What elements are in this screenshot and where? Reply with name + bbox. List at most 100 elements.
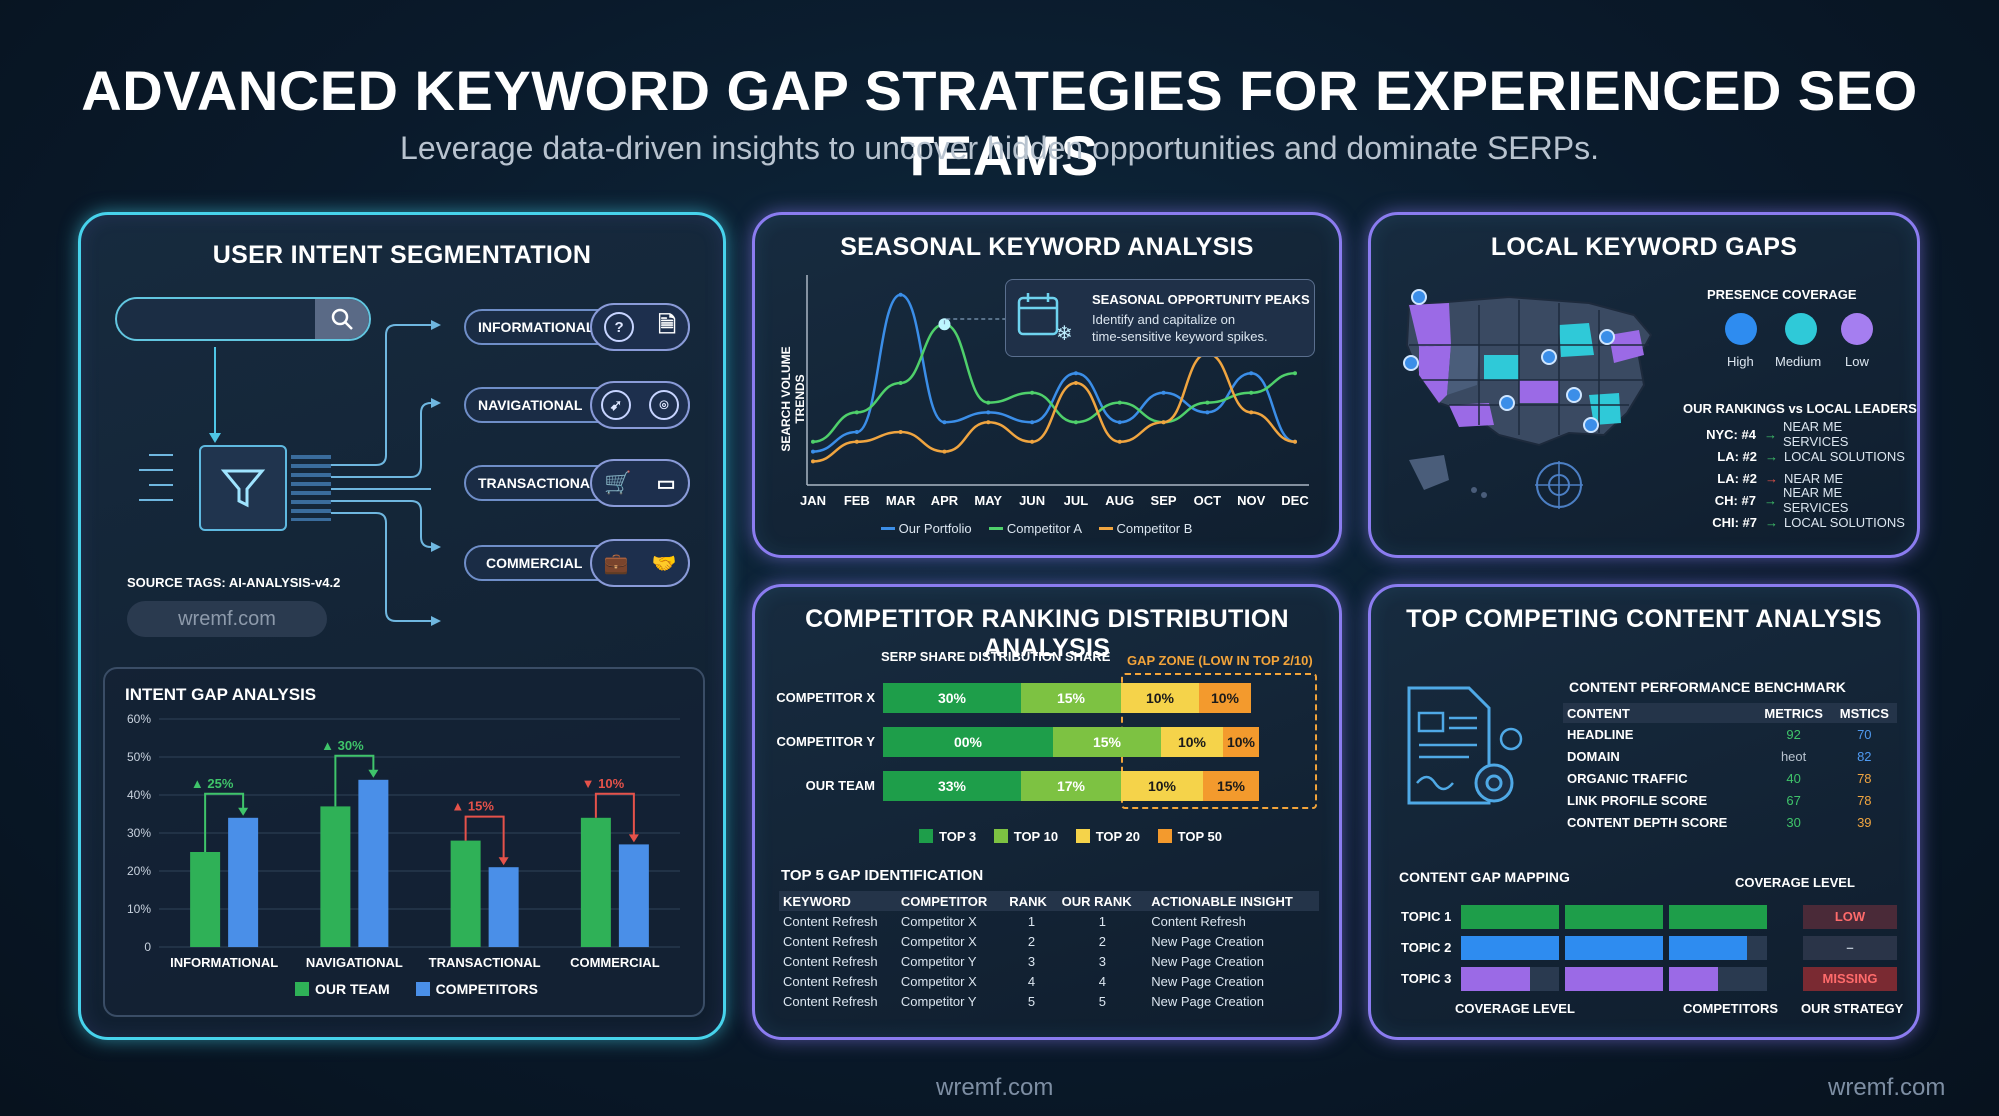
arrow-right-icon: → <box>1763 492 1777 508</box>
search-button[interactable] <box>315 299 369 339</box>
bench-cell: heot <box>1780 748 1807 764</box>
series-point <box>1073 371 1078 376</box>
table-cell: 4 <box>1027 973 1036 989</box>
stack-row-bar: 30% 15% 10% 10% <box>883 683 1251 713</box>
intent-commercial[interactable]: COMMERCIAL 💼 🤝 <box>464 539 690 587</box>
seasonal-callout: ❄ SEASONAL OPPORTUNITY PEAKS Identify an… <box>1005 279 1315 357</box>
intent-navigational[interactable]: NAVIGATIONAL ➹ ⌾ <box>464 381 690 429</box>
y-tick-label: 0 <box>144 940 151 954</box>
intent-panel: USER INTENT SEGMENTATION IN <box>78 212 726 1040</box>
x-category-label: TRANSACTIONAL <box>429 955 541 970</box>
table-cell: 5 <box>1098 993 1107 1009</box>
arrow-right-icon: → <box>1765 448 1778 464</box>
table-cell: 1 <box>1098 913 1107 929</box>
bench-row: LINK PROFILE SCORE 67 78 <box>1563 789 1897 811</box>
competitor-title: COMPETITOR RANKING DISTRIBUTION ANALYSIS <box>805 605 1289 662</box>
strategy-badge: – <box>1803 936 1897 960</box>
series-point <box>942 449 947 454</box>
y-tick-label: 60% <box>127 712 151 726</box>
svg-text:❄: ❄ <box>1056 323 1073 344</box>
intent-informational[interactable]: INFORMATIONAL ? 🗎 <box>464 303 690 351</box>
gap-chart-title: INTENT GAP ANALYSIS <box>125 685 317 704</box>
x-category-label: NAVIGATIONAL <box>306 955 403 970</box>
legend-line-a <box>989 527 1004 530</box>
map-pin-icon: ⌾ <box>649 390 679 420</box>
bar-our-team <box>320 806 351 947</box>
document-gear-icon <box>1407 686 1523 805</box>
bench-cell: 30 <box>1786 814 1801 830</box>
coverage-bar-fill <box>1461 936 1559 960</box>
bench-cell: 40 <box>1786 770 1801 786</box>
table-header-cell: KEYWORD <box>779 891 897 911</box>
credit-card-icon: ▭ <box>656 472 676 495</box>
table-row: Content Refresh Competitor X 2 2 New Page Cr… <box>779 931 1319 951</box>
arrow-right-icon: → <box>1763 426 1777 442</box>
intent-transactional[interactable]: TRANSACTIONAL 🛒 ▭ <box>464 459 690 507</box>
coverage-bar-track <box>1565 967 1663 991</box>
coverage-high-label: High <box>1727 354 1754 369</box>
share-title: SERP SHARE DISTRIBUTION SHARE <box>881 649 1111 664</box>
table-cell: 5 <box>1027 993 1036 1009</box>
table-cell: Competitor Y <box>900 953 977 969</box>
table-header-cell: ACTIONABLE INSIGHT <box>1147 891 1319 911</box>
search-bar[interactable] <box>115 297 371 341</box>
coverage-bar-fill <box>1461 967 1530 991</box>
bench-table: CONTENT METRICS MSTICS HEADLINE 92 70 DOMAIN he… <box>1563 703 1897 833</box>
gap-table: KEYWORD COMPETITOR RANK OUR RANK ACTIONABLE … <box>779 891 1319 1011</box>
intent-gap-card: INTENT GAP ANALYSIS 60% 50% 40% 30% 20% 10% 0 ▲… <box>103 667 705 1017</box>
gap-connector <box>464 815 505 864</box>
table-row: Content Refresh Competitor X 1 1 Content Ref… <box>779 911 1319 931</box>
arrow-right-icon: → <box>1765 470 1778 486</box>
cart-icon: 🛒 <box>604 470 632 495</box>
seasonal-panel: SEASONAL KEYWORD ANALYSIS SEARCH VOLUME … <box>752 212 1342 558</box>
ranking-term: LOCAL SOLUTIONS <box>1784 448 1905 464</box>
bar-our-team <box>580 817 611 947</box>
topic-label: TOPIC 1 <box>1401 909 1452 924</box>
bench-cell: 78 <box>1857 792 1872 808</box>
y-tick-label: 20% <box>127 864 151 878</box>
question-icon: ? <box>604 312 635 342</box>
series-point <box>898 430 903 434</box>
table-cell: New Page Creation <box>1151 933 1264 949</box>
bench-cell: 82 <box>1857 748 1872 764</box>
coverage-low-dot <box>1841 313 1873 345</box>
series-point <box>811 459 815 464</box>
mapping-footer-3: OUR STRATEGY <box>1801 1001 1904 1016</box>
calendar-snow-icon: ❄ <box>1017 293 1073 344</box>
series-point <box>986 410 991 415</box>
bench-cell: LINK PROFILE SCORE <box>1567 792 1708 808</box>
series-point <box>986 420 991 425</box>
coverage-medium-label: Medium <box>1775 354 1822 369</box>
gap-zone-label: GAP ZONE (LOW IN TOP 2/10) <box>1127 653 1313 668</box>
x-month-label: FEB <box>844 493 870 508</box>
coverage-level-title: COVERAGE LEVEL <box>1735 875 1855 890</box>
intent-title: USER INTENT SEGMENTATION <box>212 241 592 269</box>
mapping-footer-1: COVERAGE LEVEL <box>1455 1001 1575 1016</box>
intent-flow-lines <box>139 320 441 626</box>
bench-row: ORGANIC TRAFFIC 40 78 <box>1563 767 1897 789</box>
x-month-label: DEC <box>1281 493 1309 508</box>
gap-legend: OUR TEAM COMPETITORS <box>295 981 538 997</box>
gap-connector <box>594 792 635 841</box>
ranking-row: NYC: #4 → NEAR ME SERVICES <box>1699 419 1909 449</box>
series-point <box>854 439 859 444</box>
series-point <box>1205 410 1210 415</box>
mapping-title: CONTENT GAP MAPPING <box>1399 869 1570 885</box>
series-point <box>854 410 859 415</box>
rankings-list: NYC: #4 → NEAR ME SERVICES LA: #2 → LOCAL SOL… <box>1699 419 1909 533</box>
funnel-filter[interactable] <box>199 445 287 531</box>
ranking-row: CH: #7 → NEAR ME SERVICES <box>1699 485 1909 515</box>
coverage-title: PRESENCE COVERAGE <box>1707 287 1857 302</box>
page-subtitle: Leverage data-driven insights to uncover… <box>400 130 1599 166</box>
seasonal-legend: Our Portfolio Competitor A Competitor B <box>881 521 1192 536</box>
stack-segment: 10% <box>1121 683 1199 713</box>
series-point <box>1117 439 1122 444</box>
ranking-row: CHI: #7 → LOCAL SOLUTIONS <box>1699 511 1909 533</box>
x-month-label: MAY <box>974 493 1002 508</box>
bench-title: CONTENT PERFORMANCE BENCHMARK <box>1569 679 1846 695</box>
domain-field[interactable]: wremf.com <box>127 601 327 637</box>
ranking-city: CH: #7 <box>1714 492 1756 508</box>
stack-segment: 30% <box>883 683 1021 713</box>
series-point <box>1073 381 1078 385</box>
gap-delta-label: ▼ 10% <box>582 776 625 791</box>
